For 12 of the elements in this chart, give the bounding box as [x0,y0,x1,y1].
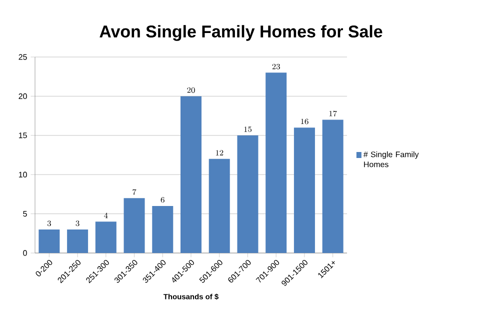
bar [294,128,315,253]
bar [95,222,116,253]
bar [266,72,287,253]
bar [208,158,230,253]
bar [152,206,174,253]
bar [180,96,202,253]
bar [67,229,88,253]
bar [237,135,258,253]
bar [124,198,145,253]
bar [322,120,344,253]
chart-title: Avon Single Family Homes for Sale [100,25,382,41]
bar [38,229,60,253]
